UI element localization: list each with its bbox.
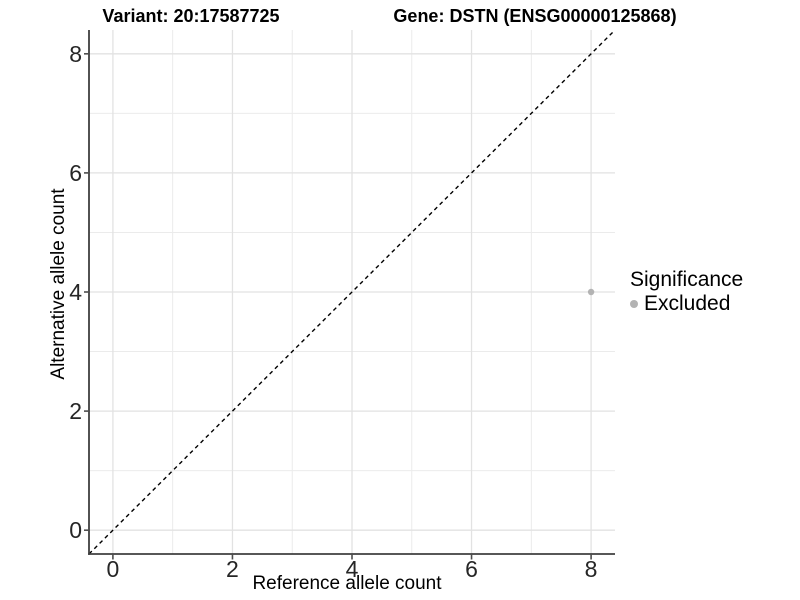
legend: Significance Excluded (630, 267, 743, 316)
legend-title: Significance (630, 268, 744, 291)
legend-entry: Excluded (630, 292, 743, 316)
plot-title-gene: Gene: DSTN (ENSG00000125868) (393, 6, 677, 26)
x-tick-label: 6 (465, 556, 478, 582)
x-tick-label: 2 (226, 556, 239, 582)
legend-entries: Excluded (630, 292, 743, 316)
plot-title-variant: Variant: 20:17587725 (102, 6, 280, 26)
y-tick-label: 4 (69, 279, 82, 305)
excluded-marker-icon (630, 300, 638, 308)
y-tick-label: 6 (69, 159, 82, 186)
x-tick-label: 4 (345, 556, 359, 582)
y-tick-label: 2 (69, 398, 82, 425)
data-point-excluded (587, 288, 595, 296)
y-tick-label: 8 (69, 40, 82, 67)
legend-entry-label: Excluded (644, 292, 731, 315)
y-tick-label: 0 (69, 517, 82, 544)
x-tick-label: 0 (106, 556, 120, 582)
x-axis-label: Reference allele count (252, 573, 442, 594)
plot-panel (84, 30, 616, 560)
identity-dashed-line (88, 30, 616, 555)
x-tick-label: 8 (584, 556, 598, 582)
